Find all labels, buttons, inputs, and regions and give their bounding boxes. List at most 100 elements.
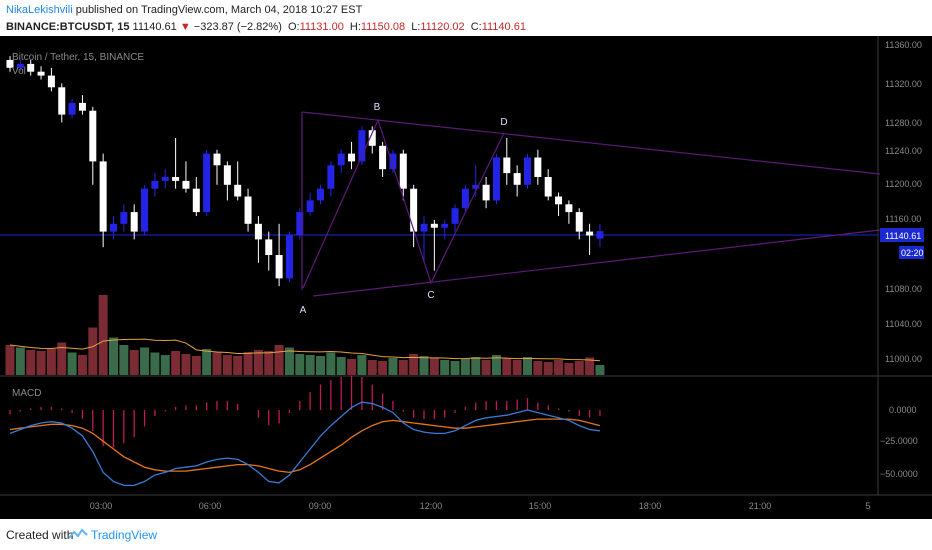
volume-bar <box>543 362 553 375</box>
tradingview-logo-icon[interactable] <box>68 527 88 541</box>
volume-bar <box>533 361 543 375</box>
macd-axis[interactable]: 0.0000 −25.0000 −50.0000 <box>880 405 918 479</box>
countdown-badge <box>899 246 924 259</box>
down-arrow-icon: ▼ <box>179 21 191 33</box>
volume-bar <box>67 352 77 375</box>
candle-body <box>430 223 438 228</box>
time-tick: 12:00 <box>420 501 443 511</box>
candle-body <box>358 130 366 162</box>
candle-body <box>89 110 97 162</box>
volume-bar <box>502 358 512 375</box>
volume-bar <box>295 354 305 375</box>
candle-body <box>265 239 273 255</box>
volume-bar <box>26 350 36 375</box>
chart-canvas[interactable]: A B C D Bitcoin / Tether, 15, BINANCE Vo… <box>0 36 932 519</box>
pattern-point-labels: A B C D <box>300 102 508 316</box>
price-tick: 11080.00 <box>885 284 922 294</box>
volume-bar <box>202 349 212 375</box>
candle-body <box>27 63 35 72</box>
volume-bar <box>36 351 46 375</box>
macd-legend: MACD <box>12 388 41 399</box>
volume-bar <box>564 363 574 375</box>
candle-body <box>534 157 542 177</box>
time-tick: 21:00 <box>749 501 772 511</box>
volume-bar <box>109 337 118 375</box>
candle-body <box>368 130 376 146</box>
candle-body <box>172 177 180 181</box>
candle-body <box>389 153 397 170</box>
candle-body <box>379 145 387 170</box>
candle-body <box>234 184 242 197</box>
candles-layer <box>6 56 604 287</box>
candle-body <box>399 153 407 189</box>
volume-bar <box>471 357 481 375</box>
triangle-pattern <box>301 111 881 297</box>
candle-body <box>503 157 511 174</box>
candle-body <box>37 71 45 76</box>
time-tick: 18:00 <box>639 501 662 511</box>
volume-bar <box>191 356 201 375</box>
candle-body <box>213 153 221 166</box>
candle-body <box>348 153 356 162</box>
time-tick: 15:00 <box>529 501 552 511</box>
candle-body <box>78 102 86 111</box>
candle-body <box>461 188 469 209</box>
macd-signal-line <box>9 418 601 474</box>
candle-body <box>441 223 449 228</box>
time-tick: 03:00 <box>90 501 113 511</box>
candle-body <box>120 212 128 224</box>
volume-bar <box>460 359 470 375</box>
candle-body <box>161 177 169 181</box>
volume-bar <box>305 355 315 375</box>
price-tick: 11000.00 <box>885 354 922 364</box>
candle-body <box>16 63 24 68</box>
volume-bar <box>585 357 595 375</box>
volume-bar <box>253 350 263 375</box>
volume-bar <box>554 360 564 375</box>
symbol-line: BINANCE:BTCUSDT, 15 11140.61 ▼ −323.87 (… <box>6 21 526 33</box>
point-a-label: A <box>300 305 307 316</box>
volume-bar <box>46 349 56 375</box>
time-axis[interactable]: 03:00 06:00 09:00 12:00 15:00 18:00 21:0… <box>90 501 871 511</box>
volume-bar <box>150 352 160 375</box>
tradingview-brand-link[interactable]: TradingView <box>91 528 158 542</box>
volume-bar <box>409 354 419 375</box>
price-axis[interactable]: 11360.00 11320.00 11280.00 11240.00 1120… <box>885 40 922 364</box>
publication-header: NikaLekishvili published on TradingView.… <box>0 0 932 36</box>
candle-body <box>565 204 573 213</box>
volume-bar <box>160 355 170 375</box>
created-with-text: Created with <box>6 528 74 542</box>
volume-layer <box>5 295 605 375</box>
volume-bar <box>119 345 129 375</box>
series-legend: Bitcoin / Tether, 15, BINANCE <box>12 52 144 63</box>
volume-bar <box>347 359 357 375</box>
lower-trendline <box>312 229 881 297</box>
published-text: published on TradingView.com, March 04, … <box>75 4 363 16</box>
volume-bar <box>222 355 232 375</box>
last-price-badge <box>880 228 924 242</box>
publication-line: NikaLekishvili published on TradingView.… <box>6 4 362 16</box>
candle-body <box>110 223 117 232</box>
author-link[interactable]: NikaLekishvili <box>6 4 73 16</box>
price-tick: 11360.00 <box>885 40 922 50</box>
time-tick: 06:00 <box>199 501 222 511</box>
candle-body <box>482 184 490 201</box>
candle-body <box>296 212 304 236</box>
volume-bar <box>171 351 181 375</box>
candle-body <box>68 102 76 115</box>
point-b-label: B <box>374 102 381 113</box>
candle-body <box>203 153 211 213</box>
volume-bar <box>274 345 284 375</box>
candle-body <box>327 165 335 189</box>
point-c-label: C <box>427 290 434 301</box>
volume-bar <box>574 361 584 375</box>
low-label: L: <box>411 21 421 33</box>
volume-bar <box>523 357 532 375</box>
candle-body <box>410 188 418 232</box>
macd-tick: 0.0000 <box>889 405 917 415</box>
volume-bar <box>512 360 522 375</box>
volume-bar <box>77 355 87 375</box>
candle-body <box>192 188 200 213</box>
volume-bar <box>140 347 150 375</box>
candle-body <box>130 212 138 232</box>
